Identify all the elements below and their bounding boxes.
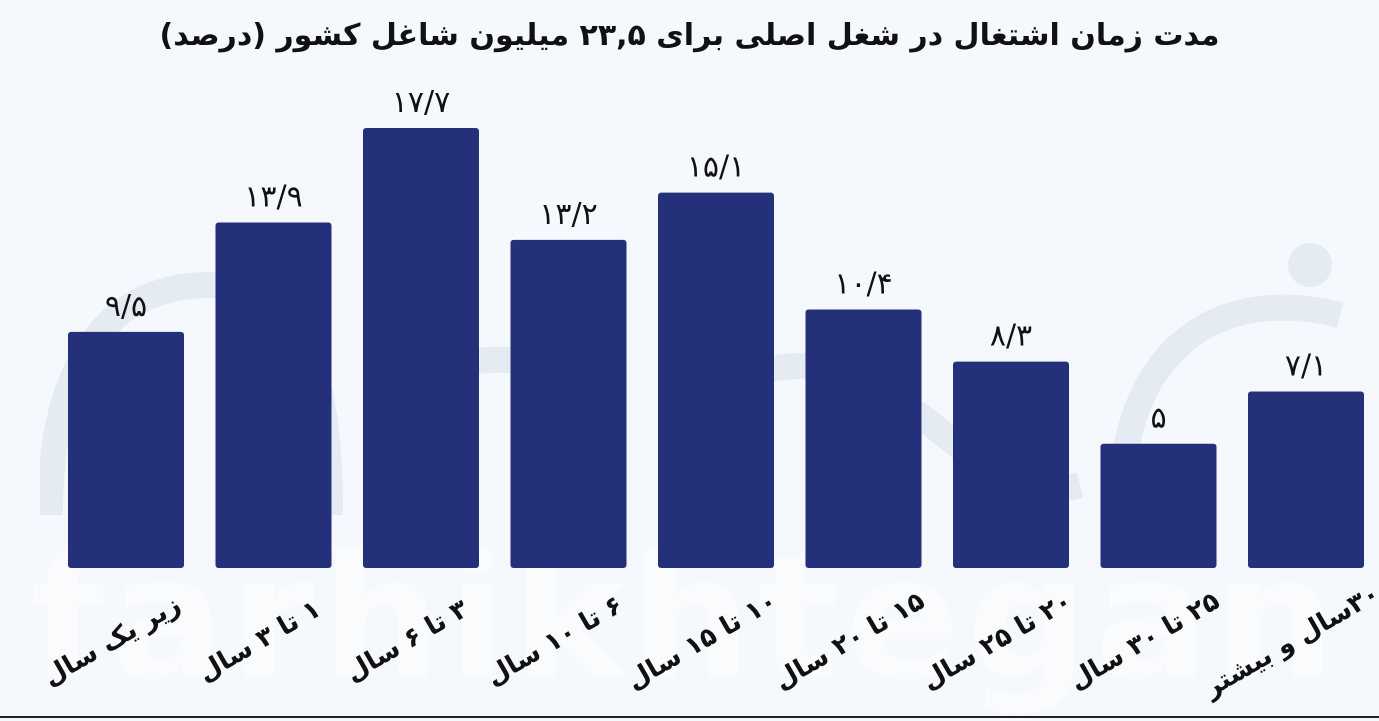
value-label-2: ۱۷/۷ bbox=[392, 85, 450, 120]
category-label-8: ۳۰سال و بیشتر bbox=[1197, 579, 1379, 705]
value-label-0: ۹/۵ bbox=[105, 289, 147, 324]
bar-7 bbox=[1100, 443, 1217, 568]
category-label-3: ۶ تا ۱۰ سال bbox=[481, 590, 628, 692]
value-label-4: ۱۵/۱ bbox=[687, 150, 745, 185]
bottom-divider bbox=[0, 716, 1379, 718]
bar-3 bbox=[510, 239, 627, 568]
chart-title: مدت زمان اشتغال در شغل اصلی برای ۲۳,۵ می… bbox=[159, 18, 1220, 53]
category-label-0: زیر یک سال bbox=[38, 590, 186, 693]
bar-5 bbox=[805, 309, 922, 568]
bar-1 bbox=[215, 222, 332, 569]
bar-0 bbox=[68, 331, 184, 568]
bar-8 bbox=[1248, 391, 1364, 568]
bar-6 bbox=[953, 361, 1069, 568]
value-label-6: ۸/۳ bbox=[990, 319, 1032, 354]
value-label-7: ۵ bbox=[1150, 401, 1166, 436]
category-label-6: ۲۰ تا ۲۵ سال bbox=[917, 586, 1078, 696]
category-label-4: ۱۰ تا ۱۵ سال bbox=[622, 586, 783, 696]
value-label-1: ۱۳/۹ bbox=[244, 179, 302, 214]
value-label-3: ۱۳/۲ bbox=[539, 197, 597, 232]
value-label-5: ۱۰/۴ bbox=[834, 266, 892, 301]
category-label-5: ۱۵ تا ۲۰ سال bbox=[769, 586, 930, 696]
bar-2 bbox=[363, 128, 479, 568]
category-label-1: ۱ تا ۳ سال bbox=[193, 594, 326, 688]
bar-4 bbox=[658, 192, 774, 569]
category-label-2: ۳ تا ۶ سال bbox=[340, 594, 473, 688]
value-label-8: ۷/۱ bbox=[1285, 349, 1327, 384]
